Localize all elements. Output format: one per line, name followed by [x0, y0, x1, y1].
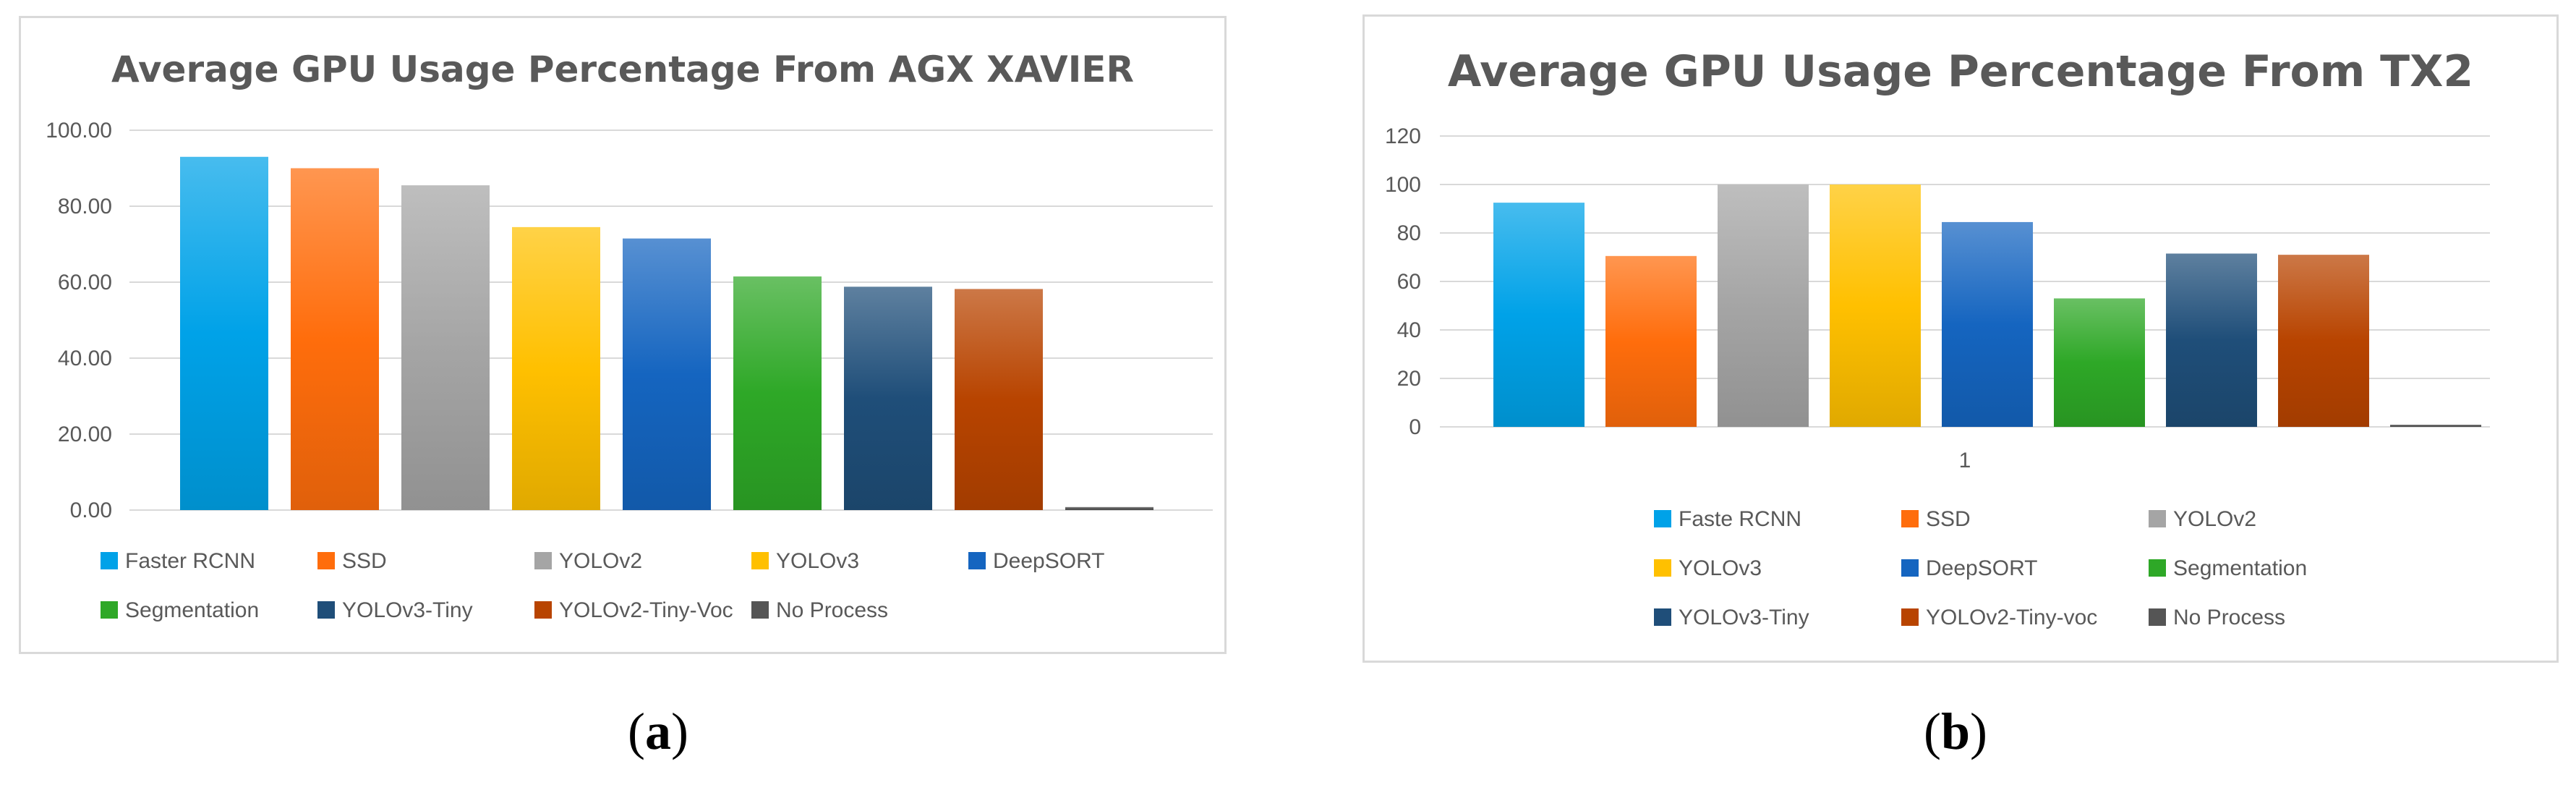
chart-title: Average GPU Usage Percentage From AGX XA…	[111, 48, 1134, 90]
legend-swatch	[968, 552, 986, 569]
y-tick-label: 120	[1385, 124, 1421, 148]
y-tick-label: 100	[1385, 173, 1421, 197]
legend-swatch	[534, 552, 552, 569]
chart-panel-a: Average GPU Usage Percentage From AGX XA…	[19, 16, 1227, 654]
legend-label: YOLOv2-Tiny-Voc	[559, 598, 733, 622]
legend-label: Faster RCNN	[125, 549, 255, 573]
legend-swatch	[101, 601, 118, 619]
legend-label: DeepSORT	[993, 549, 1105, 573]
legend-label: YOLOv3	[776, 549, 859, 573]
legend-swatch	[751, 601, 769, 619]
legend-swatch	[1901, 510, 1919, 527]
bar-faster-rcnn	[180, 156, 268, 510]
bar-yolov3	[512, 226, 600, 510]
bar-deepsort	[623, 238, 711, 510]
legend-swatch	[101, 552, 118, 569]
y-tick-label: 40.00	[58, 347, 112, 370]
legend-label: SSD	[342, 549, 387, 573]
bar-yolov2	[401, 185, 490, 510]
bar-segmentation	[733, 276, 822, 510]
bar-faste-rcnn	[1493, 203, 1585, 427]
legend-label: YOLOv3	[1679, 556, 1762, 580]
bar-yolov2-tiny-voc	[2278, 255, 2369, 427]
legend-swatch	[317, 601, 335, 619]
bar-no-process	[2390, 425, 2481, 427]
x-tick-label: 1	[1959, 449, 1971, 472]
y-tick-label: 60.00	[58, 271, 112, 294]
bar-segmentation	[2054, 298, 2145, 427]
legend-swatch	[2149, 559, 2166, 577]
legend-label: DeepSORT	[1926, 556, 2038, 580]
chart-b-svg: Average GPU Usage Percentage From TX2 0 20…	[1385, 46, 2490, 629]
caption-a-close: )	[670, 703, 688, 760]
bar-ssd	[291, 168, 379, 510]
caption-a-open: (	[628, 703, 645, 760]
y-tick-label: 80.00	[58, 195, 112, 218]
legend-label: YOLOv2	[2173, 507, 2256, 531]
legend-label: SSD	[1926, 507, 1971, 531]
legend-label: Faste RCNN	[1679, 507, 1801, 531]
legend-label: YOLOv3-Tiny	[1679, 606, 1809, 629]
caption-b: (b)	[1924, 702, 1987, 762]
bar-ssd	[1605, 255, 1697, 427]
caption-b-close: )	[1970, 703, 1988, 760]
legend-swatch	[751, 552, 769, 569]
caption-b-open: (	[1924, 703, 1941, 760]
chart-panel-b: Average GPU Usage Percentage From TX2 0 20…	[1362, 14, 2559, 663]
bar-yolov3-tiny	[844, 287, 932, 510]
legend-label: Segmentation	[2173, 556, 2307, 580]
legend-label: YOLOv2	[559, 549, 642, 573]
legend-label: No Process	[776, 598, 888, 622]
legend-swatch	[1901, 608, 1919, 626]
y-tick-label: 100.00	[46, 119, 112, 143]
caption-b-letter: b	[1940, 703, 1971, 760]
y-tick-label: 80	[1397, 221, 1421, 245]
y-tick-label: 0	[1409, 415, 1421, 439]
y-tick-label: 40	[1397, 318, 1421, 342]
y-tick-label: 0.00	[70, 498, 112, 522]
y-tick-label: 20	[1397, 367, 1421, 391]
caption-a-letter: a	[644, 703, 671, 760]
legend-swatch	[2149, 608, 2166, 626]
legend-label: No Process	[2173, 606, 2285, 629]
legend-swatch	[1654, 559, 1671, 577]
bar-yolov3-tiny	[2166, 253, 2257, 427]
y-tick-label: 60	[1397, 270, 1421, 294]
legend-swatch	[1654, 510, 1671, 527]
legend-swatch	[534, 601, 552, 619]
caption-a: (a)	[628, 702, 688, 762]
chart-title: Average GPU Usage Percentage From TX2	[1448, 46, 2473, 97]
bar-yolov2-tiny-voc	[955, 289, 1043, 510]
legend-label: YOLOv3-Tiny	[342, 598, 473, 622]
bar-yolov3	[1830, 184, 1921, 427]
chart-a-svg: Average GPU Usage Percentage From AGX XA…	[46, 48, 1213, 622]
legend-swatch	[1901, 559, 1919, 577]
legend-label: YOLOv2-Tiny-voc	[1926, 606, 2097, 629]
bar-yolov2	[1718, 184, 1809, 427]
legend-label: Segmentation	[125, 598, 259, 622]
bar-deepsort	[1942, 221, 2033, 427]
legend-swatch	[1654, 608, 1671, 626]
bar-no-process	[1065, 506, 1153, 510]
y-tick-label: 20.00	[58, 423, 112, 446]
legend-swatch	[2149, 510, 2166, 527]
legend-swatch	[317, 552, 335, 569]
